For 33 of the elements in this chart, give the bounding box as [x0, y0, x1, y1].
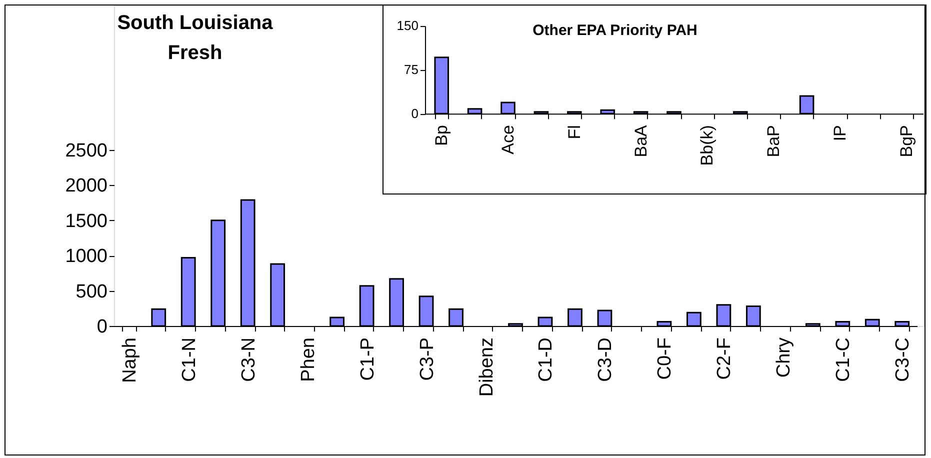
- y-tick-label: 500: [76, 281, 108, 302]
- x-tick-label: Fl: [564, 125, 584, 140]
- y-tick-label: 150: [396, 18, 418, 34]
- x-tick-label: Bb(k): [698, 125, 717, 166]
- y-tick-label: 0: [411, 106, 418, 122]
- x-tick-label: Dibenz: [476, 338, 498, 397]
- x-tick-label: Naph: [119, 338, 140, 383]
- x-tick-label: Bp: [432, 125, 452, 146]
- x-tick-label: C3-C: [892, 338, 914, 382]
- x-tick-label: BgP: [896, 125, 916, 158]
- x-tick-label: BaP: [764, 125, 784, 158]
- x-tick-label: BaA: [631, 124, 650, 158]
- x-tick-label: C3-N: [238, 338, 260, 382]
- x-tick-label: C1-C: [833, 338, 854, 382]
- y-tick-label: 75: [404, 62, 418, 78]
- chart-title: South Louisiana Fresh: [117, 12, 274, 64]
- y-tick-label: 2500: [65, 140, 108, 162]
- x-tick-label: C3-D: [595, 338, 616, 382]
- y-tick-label: 1500: [65, 210, 108, 232]
- x-tick-label: C1-N: [178, 338, 200, 382]
- x-tick-label: Chry: [774, 337, 795, 378]
- chart-title: Other EPA Priority PAH: [532, 22, 698, 39]
- x-tick-label: Phen: [298, 338, 319, 382]
- y-tick-label: 2000: [65, 176, 108, 197]
- x-tick-label: C3-P: [416, 338, 438, 381]
- x-tick-label: C2-F: [714, 338, 736, 380]
- x-tick-label: IP: [830, 125, 850, 142]
- y-tick-label: 0: [96, 316, 108, 338]
- y-tick-label: 1000: [65, 246, 108, 268]
- x-tick-label: Ace: [498, 125, 518, 154]
- x-tick-label: C1-P: [357, 338, 378, 381]
- x-tick-label: C1-D: [536, 338, 557, 382]
- x-tick-label: C0-F: [654, 338, 676, 380]
